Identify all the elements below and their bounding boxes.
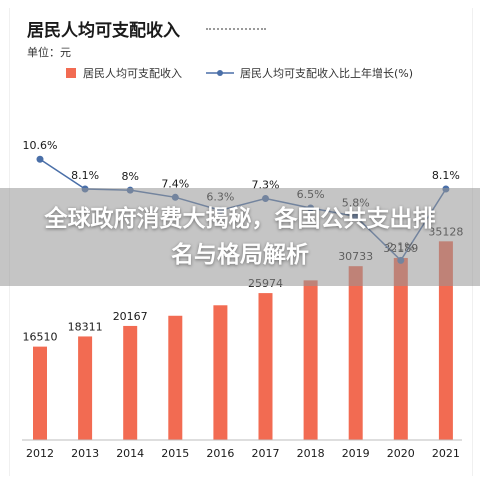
legend-bar-label: 居民人均可支配收入 xyxy=(83,66,182,80)
banner-title: 全球政府消费大揭秘，各国公共支出排名与格局解析 xyxy=(44,206,436,268)
bar-2014 xyxy=(123,325,138,440)
bar-2012 xyxy=(33,346,47,440)
legend-bar-swatch xyxy=(66,68,76,78)
overlay-banner: 全球政府消费大揭秘，各国公共支出排名与格局解析 xyxy=(0,188,480,286)
growth-label-2013: 8.1% xyxy=(71,169,99,182)
bar-2015 xyxy=(168,315,183,440)
bar-2019 xyxy=(348,266,363,440)
x-tick-2016: 2016 xyxy=(206,447,234,460)
bar-2013 xyxy=(78,336,93,440)
x-tick-2019: 2019 xyxy=(342,447,370,460)
bar-2016 xyxy=(213,305,228,440)
x-tick-2021: 2021 xyxy=(432,447,460,460)
x-tick-2015: 2015 xyxy=(161,447,189,460)
decorative-dots xyxy=(206,28,266,30)
x-axis: 2012 2013 2014 2015 2016 2017 2018 2019 2020 2021 xyxy=(22,439,462,460)
x-tick-2017: 2017 xyxy=(252,447,280,460)
growth-label-2021: 8.1% xyxy=(432,169,460,182)
chart-title: 居民人均可支配收入 xyxy=(27,21,180,41)
bar-series xyxy=(33,241,453,440)
bar-label-2013: 18311 xyxy=(68,320,103,333)
bar-2020 xyxy=(393,257,408,440)
x-tick-2012: 2012 xyxy=(26,447,54,460)
x-tick-2013: 2013 xyxy=(71,447,99,460)
bar-2021 xyxy=(438,241,453,440)
legend: 居民人均可支配收入 居民人均可支配收入比上年增长(%) xyxy=(66,66,413,80)
x-tick-2020: 2020 xyxy=(387,447,415,460)
growth-label-2014: 8% xyxy=(121,170,138,183)
bar-2018 xyxy=(303,280,318,440)
bar-label-2014: 20167 xyxy=(113,310,148,323)
growth-point-2012 xyxy=(36,155,44,163)
bar-2017 xyxy=(258,293,273,440)
unit-label: 单位：元 xyxy=(27,46,71,59)
x-tick-2018: 2018 xyxy=(297,447,325,460)
growth-label-2015: 7.4% xyxy=(161,177,189,190)
x-tick-2014: 2014 xyxy=(116,447,144,460)
legend-line-marker xyxy=(217,70,223,76)
growth-label-2012: 10.6% xyxy=(23,139,58,152)
bar-label-2012: 16510 xyxy=(23,331,58,344)
legend-line-label: 居民人均可支配收入比上年增长(%) xyxy=(240,66,413,80)
